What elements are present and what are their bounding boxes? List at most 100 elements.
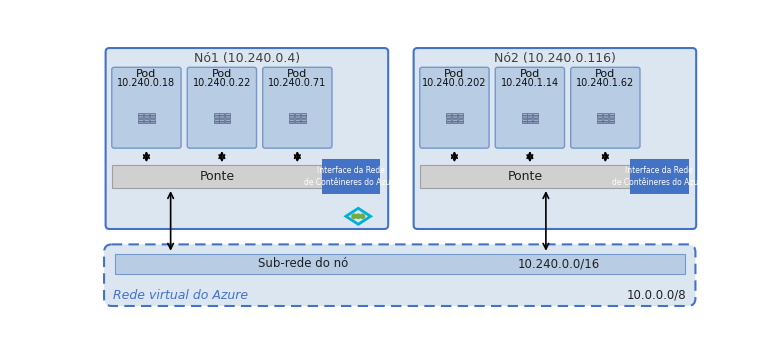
Text: Ponte: Ponte: [200, 170, 235, 183]
FancyBboxPatch shape: [452, 115, 457, 118]
FancyBboxPatch shape: [608, 113, 614, 115]
FancyBboxPatch shape: [603, 113, 608, 115]
FancyBboxPatch shape: [214, 119, 218, 121]
FancyBboxPatch shape: [295, 113, 300, 115]
FancyBboxPatch shape: [138, 115, 143, 118]
FancyBboxPatch shape: [295, 119, 300, 121]
FancyBboxPatch shape: [413, 48, 697, 229]
Text: Interface da Rede
de Contêineres do Azure: Interface da Rede de Contêineres do Azur…: [304, 166, 399, 187]
FancyBboxPatch shape: [214, 113, 218, 115]
FancyBboxPatch shape: [597, 113, 602, 115]
FancyBboxPatch shape: [300, 121, 306, 124]
FancyBboxPatch shape: [522, 115, 526, 118]
Text: Nó1 (10.240.0.4): Nó1 (10.240.0.4): [194, 52, 300, 65]
Text: Pod: Pod: [136, 69, 157, 79]
FancyBboxPatch shape: [289, 115, 294, 118]
FancyBboxPatch shape: [534, 121, 538, 124]
Text: Pod: Pod: [519, 69, 540, 79]
Text: 10.240.0.202: 10.240.0.202: [422, 78, 487, 88]
FancyBboxPatch shape: [300, 113, 306, 115]
FancyBboxPatch shape: [534, 119, 538, 121]
FancyBboxPatch shape: [522, 113, 526, 115]
FancyBboxPatch shape: [458, 113, 463, 115]
FancyBboxPatch shape: [522, 119, 526, 121]
Text: Rede virtual do Azure: Rede virtual do Azure: [113, 289, 249, 302]
FancyBboxPatch shape: [534, 115, 538, 118]
Text: Ponte: Ponte: [507, 170, 542, 183]
FancyBboxPatch shape: [527, 115, 532, 118]
FancyBboxPatch shape: [420, 67, 489, 148]
FancyBboxPatch shape: [289, 119, 294, 121]
Text: Nó2 (10.240.0.116): Nó2 (10.240.0.116): [494, 52, 616, 65]
FancyBboxPatch shape: [446, 115, 451, 118]
FancyBboxPatch shape: [144, 113, 149, 115]
FancyBboxPatch shape: [225, 121, 230, 124]
FancyBboxPatch shape: [608, 115, 614, 118]
Circle shape: [352, 214, 356, 218]
FancyBboxPatch shape: [214, 115, 218, 118]
Text: Pod: Pod: [595, 69, 615, 79]
FancyBboxPatch shape: [104, 244, 696, 306]
Bar: [630, 159, 689, 194]
FancyBboxPatch shape: [219, 115, 225, 118]
FancyBboxPatch shape: [144, 119, 149, 121]
Text: 10.240.0.71: 10.240.0.71: [268, 78, 327, 88]
FancyBboxPatch shape: [597, 119, 602, 121]
FancyBboxPatch shape: [446, 113, 451, 115]
FancyBboxPatch shape: [527, 113, 532, 115]
Bar: [112, 165, 322, 188]
Text: Pod: Pod: [287, 69, 307, 79]
FancyBboxPatch shape: [495, 67, 565, 148]
FancyBboxPatch shape: [452, 121, 457, 124]
Text: Sub-rede do nó: Sub-rede do nó: [257, 257, 348, 270]
FancyBboxPatch shape: [300, 115, 306, 118]
Text: 10.240.0.0/16: 10.240.0.0/16: [518, 257, 601, 270]
FancyBboxPatch shape: [138, 113, 143, 115]
FancyBboxPatch shape: [105, 48, 388, 229]
FancyBboxPatch shape: [603, 115, 608, 118]
FancyBboxPatch shape: [144, 115, 149, 118]
FancyBboxPatch shape: [289, 121, 294, 124]
FancyBboxPatch shape: [458, 119, 463, 121]
FancyBboxPatch shape: [150, 115, 154, 118]
Text: 10.240.1.62: 10.240.1.62: [576, 78, 634, 88]
Text: Interface da Rede
de Contêineres do Azure: Interface da Rede de Contêineres do Azur…: [612, 166, 707, 187]
FancyBboxPatch shape: [452, 119, 457, 121]
FancyBboxPatch shape: [446, 121, 451, 124]
Circle shape: [360, 214, 365, 218]
FancyBboxPatch shape: [597, 115, 602, 118]
FancyBboxPatch shape: [527, 121, 532, 124]
FancyBboxPatch shape: [534, 113, 538, 115]
FancyBboxPatch shape: [603, 121, 608, 124]
FancyBboxPatch shape: [112, 67, 181, 148]
FancyBboxPatch shape: [300, 119, 306, 121]
FancyBboxPatch shape: [446, 119, 451, 121]
FancyBboxPatch shape: [150, 113, 154, 115]
Text: 10.240.0.22: 10.240.0.22: [193, 78, 251, 88]
FancyBboxPatch shape: [458, 121, 463, 124]
FancyBboxPatch shape: [225, 119, 230, 121]
Bar: [115, 254, 685, 274]
FancyBboxPatch shape: [138, 119, 143, 121]
Text: Pod: Pod: [211, 69, 232, 79]
FancyBboxPatch shape: [603, 119, 608, 121]
FancyBboxPatch shape: [214, 121, 218, 124]
FancyBboxPatch shape: [225, 115, 230, 118]
Text: Pod: Pod: [445, 69, 465, 79]
FancyBboxPatch shape: [150, 121, 154, 124]
FancyBboxPatch shape: [187, 67, 257, 148]
FancyBboxPatch shape: [597, 121, 602, 124]
FancyBboxPatch shape: [527, 119, 532, 121]
FancyBboxPatch shape: [225, 113, 230, 115]
FancyBboxPatch shape: [571, 67, 640, 148]
FancyBboxPatch shape: [295, 121, 300, 124]
FancyBboxPatch shape: [458, 115, 463, 118]
Text: 10.240.1.14: 10.240.1.14: [501, 78, 559, 88]
FancyBboxPatch shape: [452, 113, 457, 115]
FancyBboxPatch shape: [263, 67, 332, 148]
Bar: [322, 159, 381, 194]
FancyBboxPatch shape: [289, 113, 294, 115]
FancyBboxPatch shape: [219, 121, 225, 124]
FancyBboxPatch shape: [138, 121, 143, 124]
Bar: [420, 165, 630, 188]
